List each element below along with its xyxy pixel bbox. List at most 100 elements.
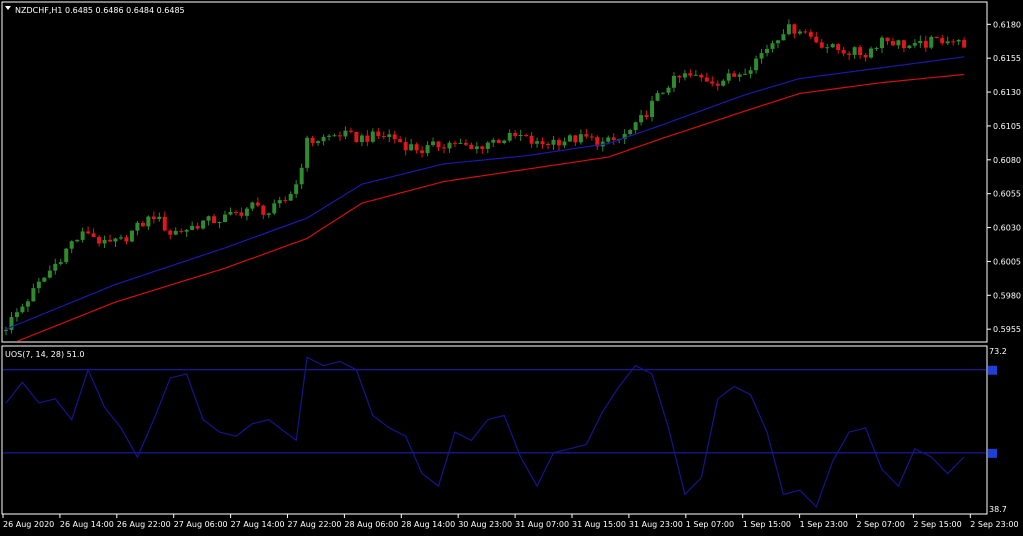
candle-body: [710, 81, 715, 84]
candle-body: [195, 225, 200, 229]
candle-body: [4, 329, 8, 331]
candle-body: [945, 41, 950, 44]
oscillator-panel[interactable]: UOS(7, 14, 28) 51.0 73.2 38.7: [1, 345, 1007, 515]
candle-body: [64, 248, 69, 263]
candle-body: [929, 36, 934, 48]
time-tick-label: 26 Aug 14:00: [60, 520, 114, 529]
candle-body: [157, 216, 162, 220]
price-tick-label: 0.6180: [993, 20, 1021, 29]
candle-body: [321, 136, 326, 142]
chart-title: NZDCHF,H1 0.6485 0.6486 0.6484 0.6485: [15, 6, 185, 15]
candle-body: [75, 239, 80, 242]
oscillator-level-marker[interactable]: [988, 448, 997, 458]
candle-body: [847, 53, 852, 55]
candle-body: [348, 130, 353, 132]
candle-body: [852, 47, 857, 55]
candle-body: [737, 74, 742, 77]
candle-body: [628, 130, 633, 134]
candle-body: [212, 216, 217, 224]
candle-body: [551, 139, 556, 145]
candle-body: [732, 73, 737, 77]
candle-body: [381, 135, 386, 137]
candle-body: [414, 144, 419, 151]
candle-body: [940, 38, 945, 44]
chart-menu-triangle-icon[interactable]: [5, 6, 11, 10]
candle-body: [223, 214, 227, 222]
candle-body: [233, 211, 238, 213]
candle-body: [420, 150, 425, 154]
candle-body: [524, 135, 529, 137]
candle-body: [442, 147, 446, 149]
candle-body: [491, 139, 496, 143]
price-tick-label: 0.6130: [993, 88, 1021, 97]
candle-body: [277, 200, 282, 204]
candle-body: [36, 281, 41, 289]
candle-body: [901, 40, 906, 49]
time-tick-label: 1 Sep 15:00: [743, 520, 791, 529]
time-tick-label: 27 Aug 06:00: [174, 520, 228, 529]
candle-body: [880, 37, 884, 49]
candle-body: [496, 139, 501, 144]
candle-body: [261, 205, 266, 215]
ma-fast-line: [5, 56, 965, 330]
time-axis: 26 Aug 2020 26 Aug 14:00 26 Aug 22:00 27 Au…: [2, 514, 1019, 529]
candle-body: [480, 146, 485, 149]
candle-body: [359, 135, 364, 143]
candle-body: [803, 31, 808, 33]
candle-body: [146, 216, 151, 227]
candle-body: [102, 239, 107, 244]
oscillator-level-marker[interactable]: [988, 365, 997, 375]
candle-body: [9, 317, 14, 330]
candle-body: [173, 230, 178, 235]
candle-body: [69, 241, 74, 249]
candle-body: [546, 143, 551, 145]
candle-body: [53, 263, 58, 271]
candle-body: [792, 24, 797, 34]
candle-body: [781, 34, 786, 41]
candle-body: [370, 131, 375, 142]
candle-body: [661, 92, 665, 94]
candle-body: [179, 230, 184, 232]
candle-body: [140, 222, 145, 227]
candle-body: [206, 216, 211, 221]
chart-header: NZDCHF,H1 0.6485 0.6486 0.6484 0.6485: [5, 6, 185, 15]
candle-body: [814, 36, 819, 43]
candle-body: [217, 221, 222, 224]
candle-body: [447, 142, 452, 149]
candle-body: [250, 202, 255, 209]
candle-body: [918, 40, 923, 44]
candle-body: [337, 135, 342, 137]
candle-body: [168, 230, 173, 235]
candle-body: [463, 142, 468, 145]
price-panel[interactable]: NZDCHF,H1 0.6485 0.6486 0.6484 0.6485 0.…: [1, 1, 1021, 343]
oscillator-title: UOS(7, 14, 28) 51.0: [5, 350, 84, 359]
candle-body: [874, 48, 879, 50]
candle-body: [474, 146, 479, 150]
candle-body: [327, 135, 332, 137]
candle-body: [343, 130, 348, 137]
candle-body: [765, 48, 770, 54]
candle-body: [863, 54, 868, 58]
time-tick-label: 31 Aug 23:00: [629, 520, 683, 529]
candle-body: [611, 137, 616, 141]
candle-body: [485, 142, 490, 149]
oscillator-axis: 73.2 38.7: [989, 347, 1007, 514]
candle-body: [786, 24, 791, 35]
time-tick-label: 2 Sep 07:00: [857, 520, 905, 529]
time-tick-label: 28 Aug 06:00: [344, 520, 398, 529]
candle-body: [721, 80, 726, 86]
candle-body: [650, 100, 655, 118]
candle-body: [606, 137, 611, 142]
candle-body: [775, 40, 780, 44]
price-tick-label: 0.6005: [993, 257, 1021, 266]
candle-body: [31, 288, 36, 302]
candle-body: [184, 229, 189, 232]
price-tick-label: 0.6155: [993, 54, 1021, 63]
time-tick-label: 31 Aug 15:00: [572, 520, 626, 529]
candle-body: [387, 134, 392, 137]
candle-body: [956, 39, 961, 42]
candle-body: [458, 142, 463, 144]
candle-body: [923, 40, 928, 48]
